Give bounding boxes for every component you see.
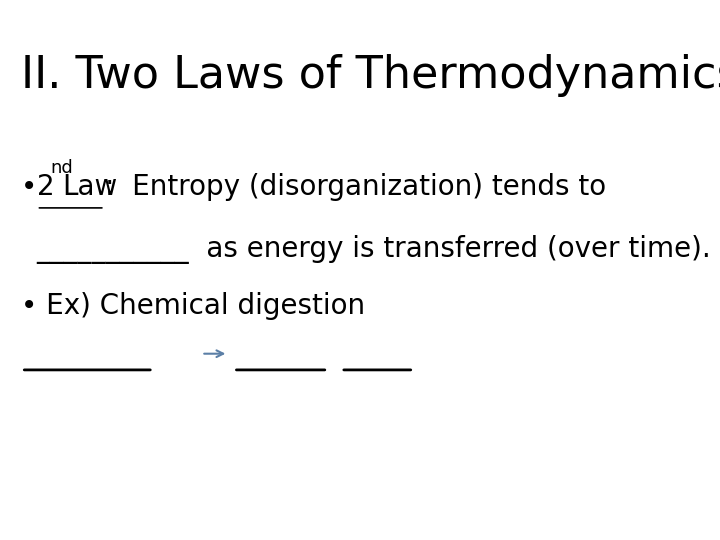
Text: :  Entropy (disorganization) tends to: : Entropy (disorganization) tends to [104, 173, 606, 201]
Text: 2: 2 [37, 173, 54, 201]
Text: II. Two Laws of Thermodynamics: II. Two Laws of Thermodynamics [22, 54, 720, 97]
Text: • Ex) Chemical digestion: • Ex) Chemical digestion [22, 292, 366, 320]
Text: nd: nd [50, 159, 73, 177]
Text: •: • [22, 173, 47, 201]
Text: ___________  as energy is transferred (over time).: ___________ as energy is transferred (ov… [37, 235, 711, 264]
Text: Law: Law [62, 173, 117, 201]
